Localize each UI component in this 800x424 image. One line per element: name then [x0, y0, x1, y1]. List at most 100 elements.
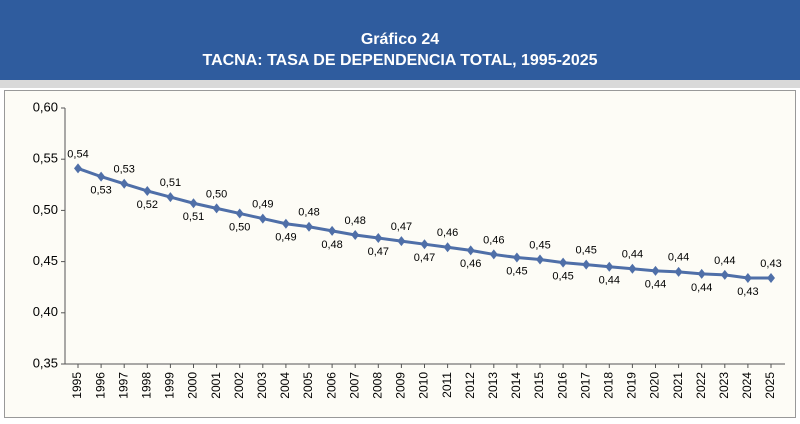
data-label: 0,46 — [460, 258, 481, 270]
x-tick-label: 1999 — [163, 372, 177, 399]
data-label: 0,48 — [298, 207, 319, 219]
x-tick-label: 1997 — [116, 372, 130, 399]
x-tick-label: 2014 — [509, 372, 523, 399]
x-tick-label: 2022 — [694, 372, 708, 399]
chart-subtitle: TACNA: TASA DE DEPENDENCIA TOTAL, 1995-2… — [202, 52, 597, 69]
data-label: 0,48 — [344, 215, 365, 227]
data-label: 0,46 — [483, 234, 504, 246]
data-label: 0,47 — [391, 221, 412, 233]
marker — [536, 254, 544, 265]
x-tick-label: 2000 — [186, 372, 200, 399]
marker — [235, 208, 244, 219]
data-label: 0,45 — [506, 265, 527, 277]
x-tick-label: 1998 — [139, 372, 153, 399]
data-label: 0,47 — [414, 252, 435, 264]
data-label: 0,44 — [645, 279, 666, 291]
marker — [305, 221, 313, 232]
x-tick-label: 2025 — [763, 372, 777, 399]
data-label: 0,50 — [229, 221, 250, 233]
marker — [489, 249, 498, 260]
marker — [674, 266, 683, 277]
separator — [0, 80, 800, 88]
marker — [628, 263, 637, 274]
x-tick-label: 2019 — [625, 372, 639, 399]
data-label: 0,44 — [599, 275, 620, 287]
data-label: 0,43 — [737, 286, 758, 298]
marker — [466, 245, 475, 256]
data-label: 0,43 — [760, 258, 781, 270]
marker — [743, 272, 752, 283]
data-label: 0,44 — [668, 252, 689, 264]
chart-title: Gráfico 24 — [361, 31, 439, 48]
x-tick-label: 2023 — [717, 372, 731, 399]
data-label: 0,51 — [160, 177, 181, 189]
marker — [74, 163, 82, 174]
x-tick-label: 2008 — [370, 372, 384, 399]
x-tick-label: 2013 — [486, 372, 500, 399]
y-tick-label: 0,40 — [33, 304, 58, 319]
y-tick-label: 0,45 — [33, 253, 58, 268]
data-label: 0,46 — [437, 227, 458, 239]
x-tick-label: 2016 — [555, 372, 569, 399]
marker — [512, 252, 521, 263]
x-tick-label: 2012 — [463, 372, 477, 399]
header-band — [0, 0, 800, 80]
marker — [651, 265, 660, 276]
data-label: 0,48 — [321, 239, 342, 251]
x-tick-label: 1996 — [93, 372, 107, 399]
marker — [582, 259, 591, 270]
marker — [166, 192, 175, 203]
data-label: 0,51 — [183, 211, 204, 223]
data-label: 0,45 — [529, 239, 550, 251]
marker — [605, 261, 614, 272]
x-tick-label: 2007 — [347, 372, 361, 399]
x-tick-label: 2011 — [440, 372, 454, 398]
x-tick-label: 1995 — [70, 372, 84, 399]
data-label: 0,49 — [275, 232, 296, 244]
marker — [443, 242, 452, 253]
data-label: 0,53 — [90, 185, 111, 197]
plot-frame — [4, 90, 796, 418]
data-label: 0,44 — [622, 249, 643, 261]
data-label: 0,54 — [67, 148, 88, 160]
marker — [351, 229, 360, 240]
data-label: 0,53 — [113, 164, 134, 176]
y-tick-label: 0,55 — [33, 151, 58, 166]
data-label: 0,50 — [206, 188, 227, 200]
x-tick-label: 2021 — [671, 372, 685, 399]
marker — [189, 198, 198, 209]
x-tick-label: 2002 — [232, 372, 246, 399]
marker — [420, 239, 429, 250]
data-label: 0,52 — [137, 199, 158, 211]
x-tick-label: 2010 — [417, 372, 431, 399]
marker — [212, 203, 221, 214]
x-tick-label: 2018 — [601, 372, 615, 399]
x-tick-label: 2020 — [648, 372, 662, 399]
x-tick-label: 2003 — [255, 372, 269, 399]
marker — [559, 257, 568, 268]
data-label: 0,45 — [552, 271, 573, 283]
marker — [767, 272, 775, 283]
x-tick-label: 2017 — [578, 372, 592, 399]
data-label: 0,45 — [575, 245, 596, 257]
x-tick-label: 2004 — [278, 372, 292, 399]
x-tick-label: 2015 — [532, 372, 546, 399]
marker — [281, 218, 290, 229]
y-tick-label: 0,50 — [33, 202, 58, 217]
y-tick-label: 0,35 — [33, 355, 58, 370]
marker — [97, 171, 106, 182]
data-label: 0,44 — [691, 282, 712, 294]
data-label: 0,44 — [714, 255, 735, 267]
data-label: 0,47 — [368, 246, 389, 258]
marker — [120, 178, 129, 189]
x-tick-label: 2001 — [209, 372, 223, 399]
y-tick-label: 0,60 — [33, 99, 58, 114]
x-tick-label: 2005 — [301, 372, 315, 399]
marker — [720, 269, 729, 280]
marker — [374, 233, 383, 244]
marker — [697, 268, 706, 279]
marker — [143, 185, 152, 196]
x-tick-label: 2024 — [740, 372, 754, 399]
marker — [397, 236, 406, 247]
